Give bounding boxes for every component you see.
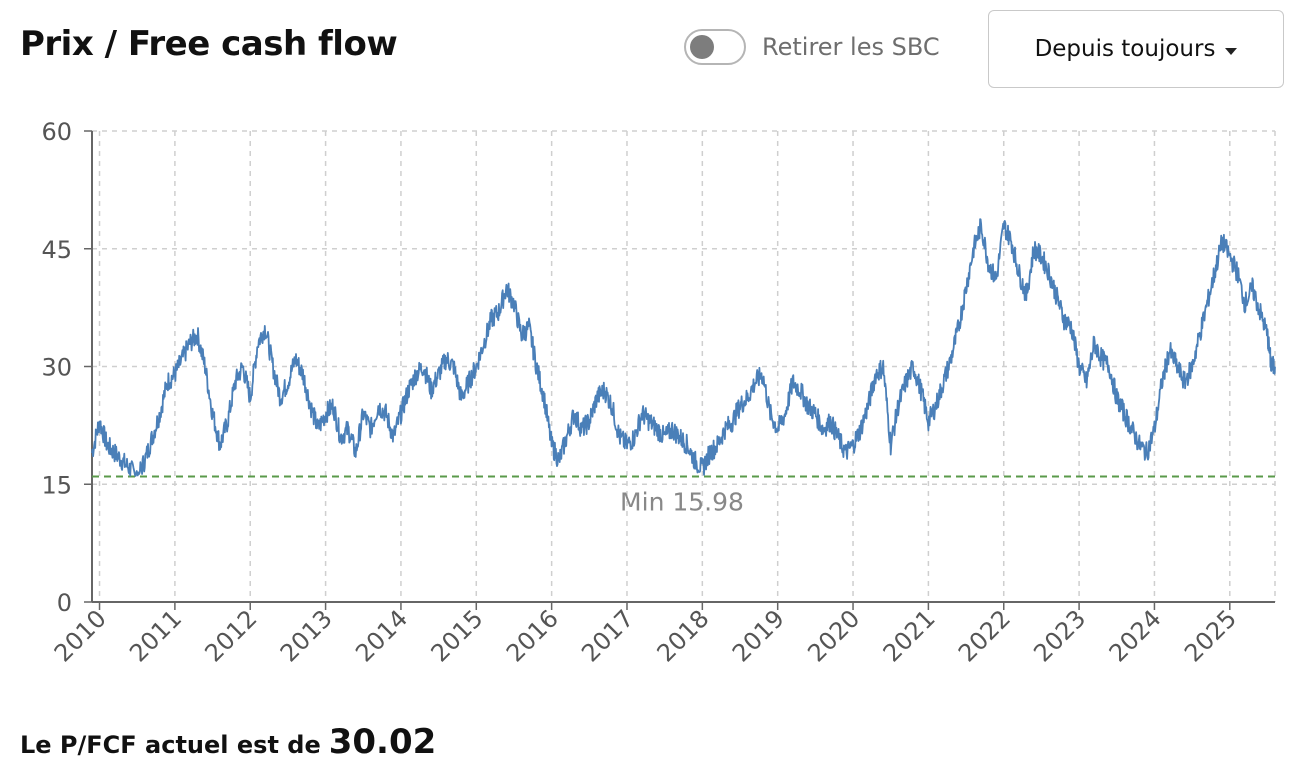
x-tick-label: 2020 bbox=[802, 604, 865, 667]
toggle-knob bbox=[690, 35, 714, 59]
x-tick-label: 2014 bbox=[350, 604, 413, 667]
x-tick-label: 2024 bbox=[1104, 604, 1167, 667]
x-tick-label: 2011 bbox=[124, 604, 187, 667]
chart-area: Min 15.98 0 15 30 45 60 2010 2011 2012 2013 2014… bbox=[41, 118, 1276, 667]
current-pfcf-label: Le P/FCF actuel est de bbox=[20, 731, 321, 759]
grid bbox=[92, 130, 1276, 602]
y-tick-label: 15 bbox=[41, 471, 72, 499]
y-tick-label: 45 bbox=[41, 236, 72, 264]
x-tick-label: 2016 bbox=[501, 604, 564, 667]
y-tick-label: 0 bbox=[57, 589, 72, 617]
x-tick-label: 2023 bbox=[1028, 604, 1091, 667]
x-tick-label: 2018 bbox=[652, 604, 715, 667]
y-tick-label: 60 bbox=[41, 118, 72, 146]
pfcf-series-line bbox=[91, 218, 1276, 477]
min-label: Min 15.98 bbox=[620, 488, 744, 517]
x-tick-label: 2013 bbox=[275, 604, 338, 667]
current-pfcf-summary: Le P/FCF actuel est de 30.02 bbox=[20, 722, 436, 762]
y-tick-labels: 0 15 30 45 60 bbox=[41, 118, 72, 617]
time-range-value: Depuis toujours bbox=[1034, 36, 1216, 62]
y-tick-label: 30 bbox=[41, 354, 72, 382]
caret-down-icon bbox=[1225, 47, 1238, 55]
x-tick-label: 2019 bbox=[727, 604, 790, 667]
sbc-toggle[interactable]: Retirer les SBC bbox=[684, 29, 940, 65]
series-layer bbox=[91, 218, 1276, 477]
axes bbox=[84, 130, 1275, 610]
min-annotation: Min 15.98 bbox=[92, 475, 1275, 517]
x-tick-label: 2015 bbox=[426, 604, 489, 667]
x-tick-label: 2021 bbox=[878, 604, 941, 667]
x-tick-labels: 2010 2011 2012 2013 2014 2015 2016 2017 2018 2019… bbox=[49, 604, 1242, 667]
x-tick-label: 2022 bbox=[953, 604, 1016, 667]
time-range-dropdown[interactable]: Depuis toujours bbox=[988, 10, 1284, 88]
x-tick-label: 2017 bbox=[576, 604, 639, 667]
x-tick-label: 2025 bbox=[1179, 604, 1242, 667]
current-pfcf-value: 30.02 bbox=[328, 722, 437, 762]
x-tick-label: 2012 bbox=[199, 604, 262, 667]
toggle-switch[interactable] bbox=[684, 29, 746, 65]
toggle-label: Retirer les SBC bbox=[762, 33, 940, 61]
chart-title: Prix / Free cash flow bbox=[20, 24, 398, 64]
